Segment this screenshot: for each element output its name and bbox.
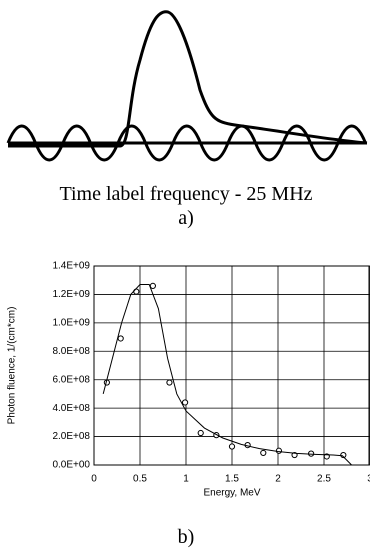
data-point [150,283,155,288]
y-tick-label: 6.0E+08 [52,374,90,385]
y-axis-title: Photon fluence, 1/(cm*cm) [7,307,18,425]
y-tick-label: 4.0E+08 [52,403,90,414]
fit-curve [103,284,351,465]
y-tick-label: 1.0E+09 [52,317,90,328]
panel-a [8,12,367,160]
chart: 0.0E+00 2.0E+08 4.0E+08 6.0E+08 8.0E+08 1.0E+… [7,261,370,499]
figure: Time label frequency - 25 MHz a) b) 0.0E… [0,0,370,551]
panel-a-caption: Time label frequency - 25 MHz [59,183,312,205]
x-tick-label: 2 [275,474,281,485]
y-tick-label: 1.2E+09 [52,289,90,300]
y-tick-label: 0.0E+00 [52,460,90,471]
x-tick-label: 1 [183,474,189,485]
y-tick-label: 8.0E+08 [52,346,90,357]
data-point [182,400,187,405]
data-point [198,430,203,435]
data-point [261,450,266,455]
x-tick-label: 2.5 [317,474,331,485]
data-point [229,444,234,449]
data-point [118,336,123,341]
data-point [167,380,172,385]
plot-frame [94,266,369,465]
y-tick-label: 2.0E+08 [52,431,90,442]
x-tick-label: 0 [91,474,97,485]
panel-a-label: a) [178,207,194,229]
x-tick-label: 0.5 [133,474,147,485]
y-tick-label: 1.4E+09 [52,261,90,272]
x-axis-title: Energy, MeV [203,488,260,499]
panel-b-label: b) [178,526,195,548]
data-point [276,448,281,453]
x-tick-label: 1.5 [225,474,239,485]
